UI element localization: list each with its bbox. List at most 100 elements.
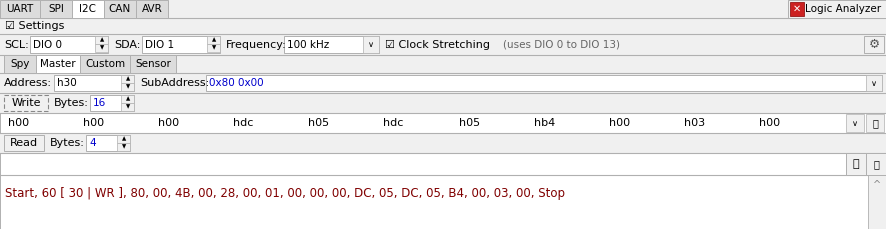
Text: ⚙: ⚙ bbox=[868, 38, 880, 51]
Bar bbox=[54, 75, 134, 91]
Text: 📋: 📋 bbox=[873, 159, 879, 169]
Text: 0x80 0x00: 0x80 0x00 bbox=[209, 78, 264, 88]
Text: ∨: ∨ bbox=[871, 79, 877, 87]
Text: SDA:: SDA: bbox=[114, 39, 140, 49]
Bar bbox=[117, 143, 130, 151]
Text: ^: ^ bbox=[873, 180, 881, 190]
Bar bbox=[4, 95, 48, 111]
Text: hb4: hb4 bbox=[533, 118, 555, 128]
Text: ▼: ▼ bbox=[212, 46, 216, 51]
Text: ✕: ✕ bbox=[793, 4, 801, 14]
Bar bbox=[868, 175, 886, 229]
Text: Logic Analyzer: Logic Analyzer bbox=[805, 4, 881, 14]
Bar bbox=[130, 55, 176, 73]
Text: Spy: Spy bbox=[11, 59, 30, 69]
Bar bbox=[207, 44, 220, 52]
Text: h00: h00 bbox=[609, 118, 630, 128]
Text: SubAddress:: SubAddress: bbox=[140, 78, 209, 88]
Text: ▲: ▲ bbox=[212, 38, 216, 43]
Bar bbox=[206, 75, 882, 91]
Bar bbox=[90, 95, 134, 111]
Text: ▲: ▲ bbox=[126, 96, 130, 101]
Text: Read: Read bbox=[10, 138, 38, 148]
Bar bbox=[121, 75, 134, 83]
Bar bbox=[0, 55, 886, 73]
Bar bbox=[0, 113, 886, 133]
Text: h00: h00 bbox=[8, 118, 29, 128]
Bar bbox=[40, 0, 72, 18]
Bar bbox=[0, 0, 40, 18]
Bar bbox=[36, 55, 80, 73]
Text: (uses DIO 0 to DIO 13): (uses DIO 0 to DIO 13) bbox=[503, 39, 620, 49]
Bar bbox=[866, 153, 886, 175]
Text: h05: h05 bbox=[308, 118, 330, 128]
Bar bbox=[788, 0, 886, 18]
Text: hdc: hdc bbox=[384, 118, 404, 128]
Bar bbox=[121, 95, 134, 103]
Text: ▼: ▼ bbox=[126, 85, 130, 90]
Bar bbox=[136, 0, 168, 18]
Text: ∨: ∨ bbox=[368, 40, 374, 49]
Bar bbox=[0, 34, 886, 55]
Text: Start, 60 [ 30 | WR ], 80, 00, 4B, 00, 28, 00, 01, 00, 00, 00, DC, 05, DC, 05, B: Start, 60 [ 30 | WR ], 80, 00, 4B, 00, 2… bbox=[5, 186, 565, 199]
Text: ☑ Settings: ☑ Settings bbox=[5, 21, 65, 31]
Text: Bytes:: Bytes: bbox=[50, 138, 85, 148]
Text: ▲: ▲ bbox=[100, 38, 105, 43]
Bar bbox=[790, 2, 804, 16]
Bar bbox=[121, 103, 134, 111]
Bar bbox=[86, 135, 130, 151]
Text: h05: h05 bbox=[459, 118, 479, 128]
Bar bbox=[866, 114, 884, 132]
Bar bbox=[80, 55, 130, 73]
Bar bbox=[121, 83, 134, 91]
Bar bbox=[95, 44, 108, 52]
Bar bbox=[30, 36, 108, 53]
Bar bbox=[284, 36, 379, 53]
Text: DIO 0: DIO 0 bbox=[33, 39, 62, 49]
Text: SPI: SPI bbox=[48, 4, 64, 14]
Text: ▲: ▲ bbox=[126, 76, 130, 82]
Text: 💾: 💾 bbox=[852, 159, 859, 169]
Text: Address:: Address: bbox=[4, 78, 52, 88]
Text: ☑ Clock Stretching: ☑ Clock Stretching bbox=[385, 39, 490, 49]
Bar bbox=[846, 153, 866, 175]
Bar bbox=[846, 114, 864, 132]
Bar bbox=[0, 73, 886, 93]
Text: ▲: ▲ bbox=[122, 136, 126, 142]
Bar bbox=[72, 0, 104, 18]
Text: ▼: ▼ bbox=[100, 46, 105, 51]
Bar bbox=[0, 18, 886, 34]
Text: hdc: hdc bbox=[233, 118, 253, 128]
Bar bbox=[4, 55, 36, 73]
Bar bbox=[0, 93, 886, 113]
Text: AVR: AVR bbox=[142, 4, 162, 14]
Bar bbox=[95, 36, 108, 44]
Text: h30: h30 bbox=[57, 78, 77, 88]
Bar bbox=[104, 0, 136, 18]
Bar bbox=[207, 36, 220, 44]
Text: 16: 16 bbox=[93, 98, 106, 108]
Text: Custom: Custom bbox=[85, 59, 125, 69]
Text: 🔒: 🔒 bbox=[872, 118, 878, 128]
Bar bbox=[0, 153, 846, 175]
Text: Master: Master bbox=[40, 59, 76, 69]
Text: h00: h00 bbox=[83, 118, 105, 128]
Text: ▼: ▼ bbox=[126, 104, 130, 109]
Text: h03: h03 bbox=[684, 118, 705, 128]
Text: ▼: ▼ bbox=[122, 144, 126, 150]
Text: Frequency:: Frequency: bbox=[226, 39, 287, 49]
Bar bbox=[117, 135, 130, 143]
Bar bbox=[142, 36, 220, 53]
Bar bbox=[866, 75, 882, 91]
Text: h00: h00 bbox=[159, 118, 179, 128]
Text: SCL:: SCL: bbox=[4, 39, 28, 49]
Text: Bytes:: Bytes: bbox=[54, 98, 89, 108]
Text: DIO 1: DIO 1 bbox=[145, 39, 175, 49]
Bar bbox=[4, 95, 48, 111]
Text: Write: Write bbox=[12, 98, 41, 108]
Text: ∨: ∨ bbox=[852, 118, 858, 128]
Text: 100 kHz: 100 kHz bbox=[287, 39, 330, 49]
Text: Sensor: Sensor bbox=[135, 59, 171, 69]
Bar bbox=[0, 175, 868, 229]
Text: I2C: I2C bbox=[80, 4, 97, 14]
